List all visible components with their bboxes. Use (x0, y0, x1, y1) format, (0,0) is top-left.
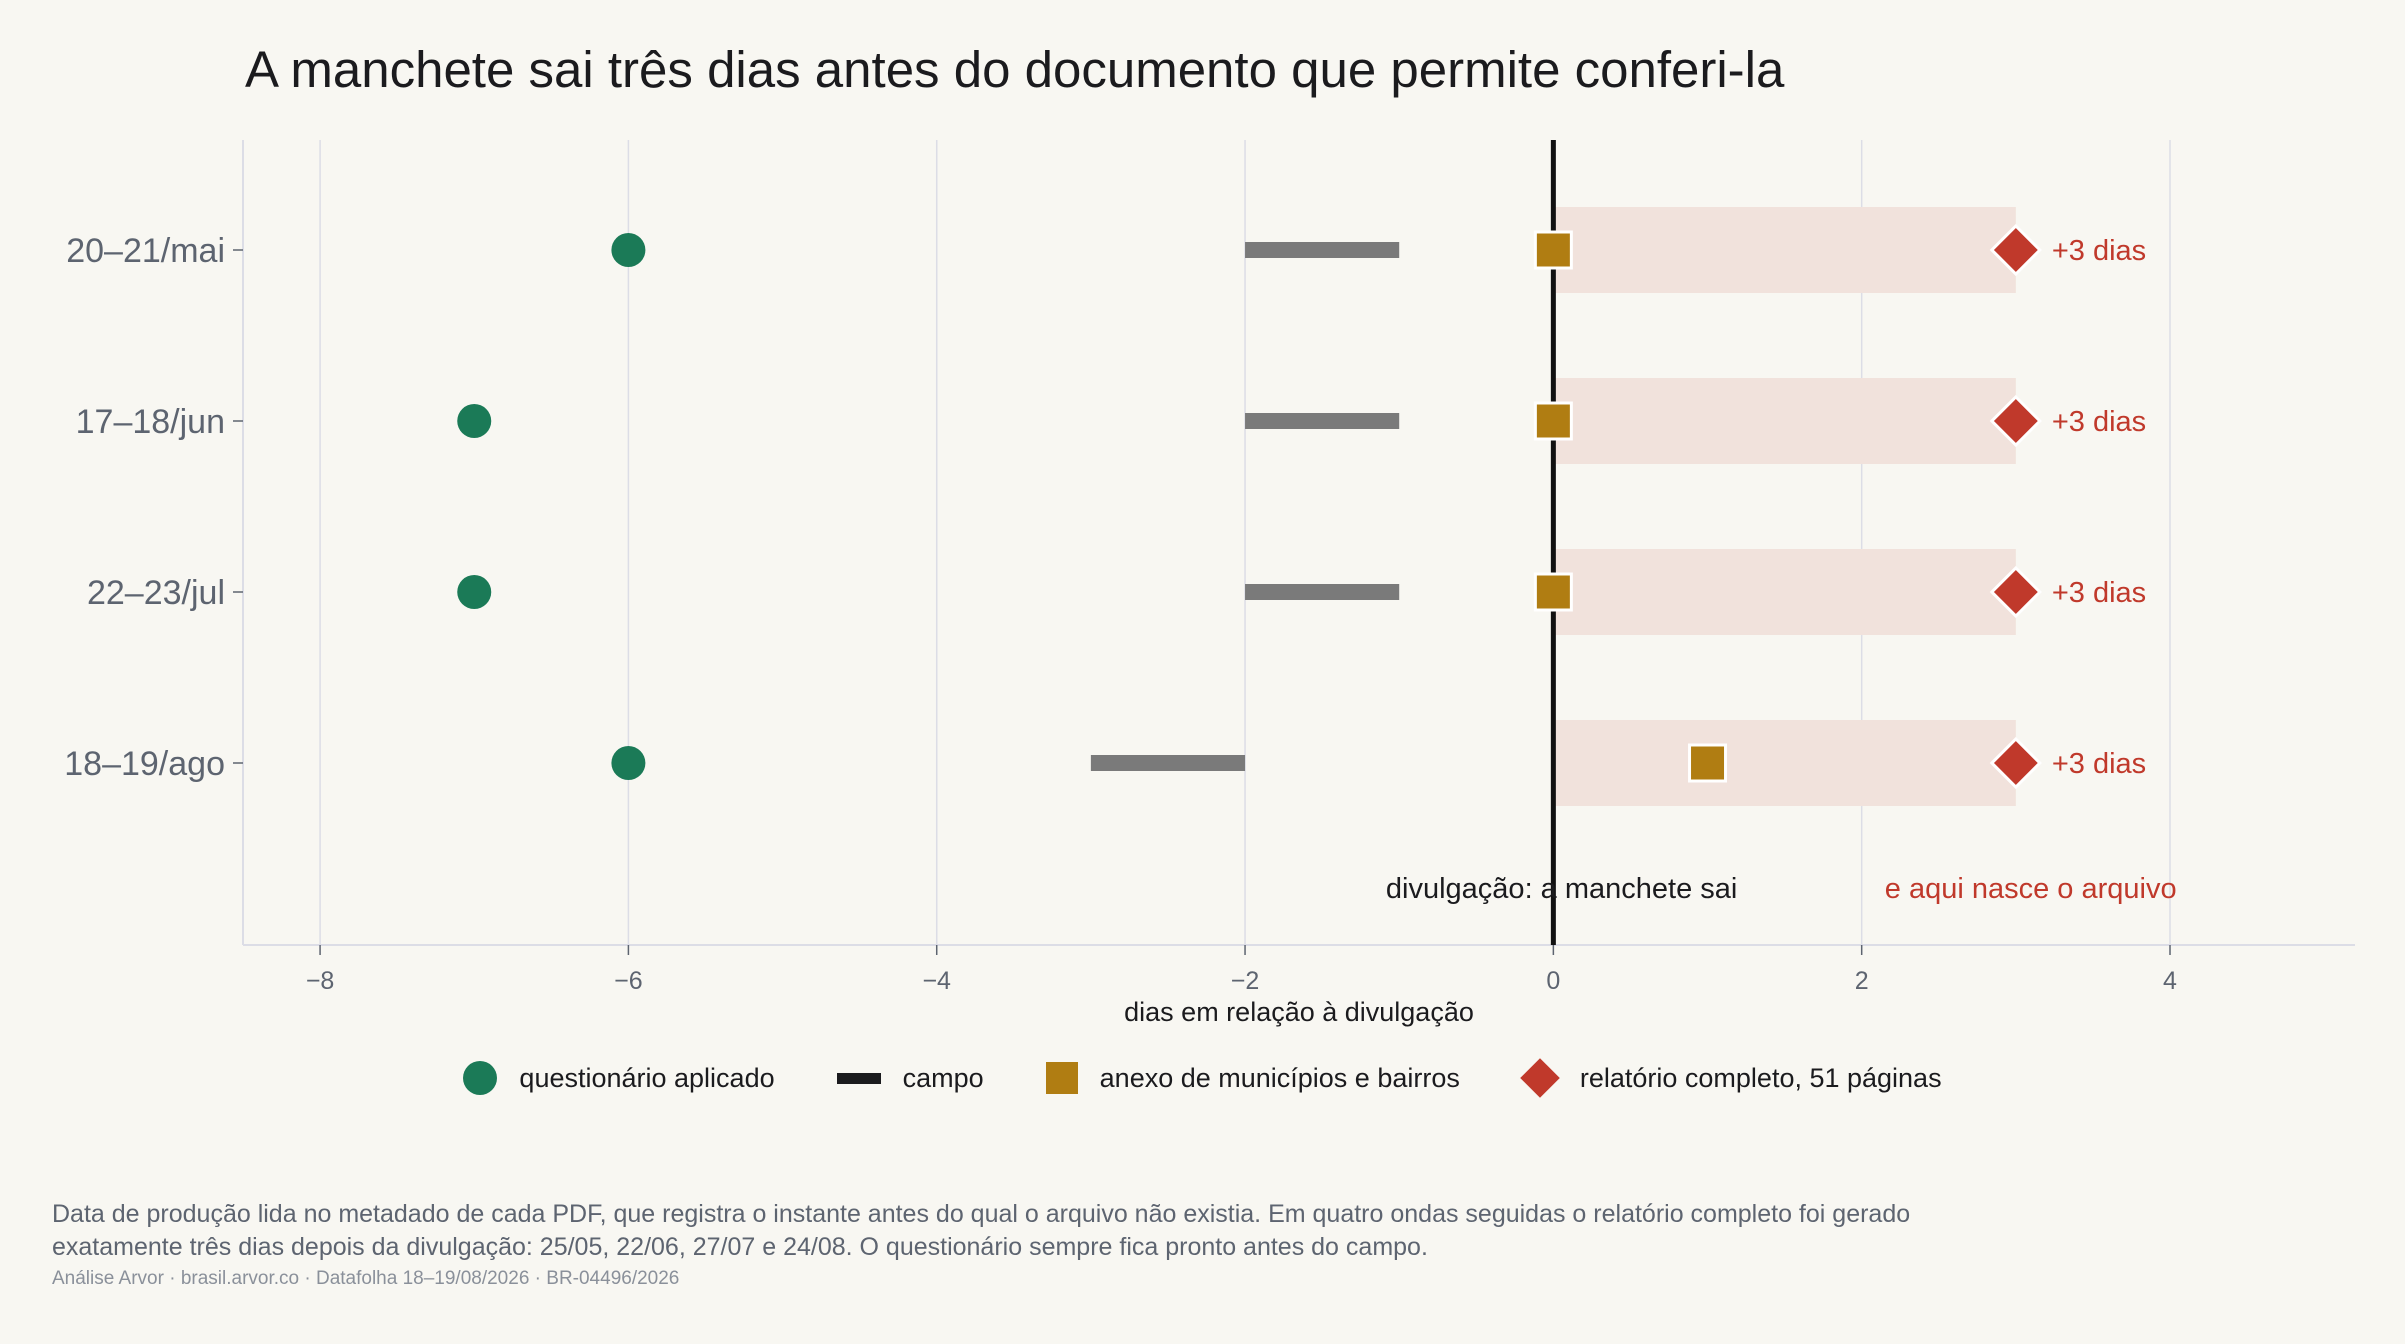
delay-span-3 (1553, 720, 2016, 806)
legend-label-anexo: anexo de municípios e bairros (1099, 1062, 1460, 1093)
questionario-point-3 (611, 746, 646, 780)
y-tick-label-3: 18–19/ago (64, 745, 225, 783)
footnote: Data de produção lida no metadado de cad… (52, 1200, 1911, 1261)
legend-diamond-icon (1520, 1058, 1560, 1098)
x-tick-label-2: −4 (922, 967, 951, 995)
legend-label-relatorio: relatório completo, 51 páginas (1579, 1062, 1942, 1093)
annotation-arquivo: e aqui nasce o arquivo (1885, 873, 2177, 905)
legend-label-campo: campo (902, 1062, 984, 1093)
campo-bar-3 (1090, 755, 1246, 771)
legend-bar-icon (836, 1072, 881, 1084)
chart-legend: questionário aplicado campo anexo de mun… (0, 1058, 2405, 1098)
delay-span-0 (1553, 207, 2016, 293)
x-tick-label-1: −6 (614, 967, 643, 995)
relatorio-point-1 (1989, 394, 2042, 448)
questionario-point-2 (457, 575, 492, 609)
delay-span-2 (1553, 549, 2016, 635)
anexo-point-3 (1688, 743, 1728, 783)
source-credit: Análise Arvor · brasil.arvor.co · Datafo… (52, 1268, 680, 1289)
campo-bar-2 (1245, 584, 1400, 600)
questionario-point-0 (611, 233, 646, 267)
delay-span-1 (1553, 378, 2016, 464)
x-axis-label: dias em relação à divulgação (1124, 997, 1474, 1027)
x-tick-label-5: 2 (1855, 967, 1869, 995)
relatorio-point-3 (1989, 736, 2042, 790)
legend-item-relatorio: relatório completo, 51 páginas (1520, 1058, 1942, 1098)
anexo-point-2 (1533, 572, 1573, 612)
relatorio-point-2 (1989, 565, 2042, 619)
x-tick-label-3: −2 (1231, 967, 1260, 995)
questionario-point-1 (457, 404, 492, 438)
legend-item-anexo: anexo de municípios e bairros (1045, 1062, 1460, 1094)
x-tick-label-4: 0 (1546, 967, 1560, 995)
x-tick-label-0: −8 (306, 967, 335, 995)
legend-circle-icon (463, 1061, 498, 1095)
anexo-point-0 (1533, 230, 1573, 270)
annotation-divulgacao: divulgação: a manchete sai (1386, 873, 1737, 905)
chart-plot: −8 −6 −4 −2 0 2 4 dias em relação à divulgação 2… (64, 140, 2355, 1027)
legend-label-questionario: questionário aplicado (519, 1062, 775, 1093)
relatorio-point-0 (1989, 223, 2042, 277)
legend-item-campo: campo (836, 1062, 984, 1094)
y-tick-label-1: 17–18/jun (76, 403, 225, 441)
anexo-point-1 (1533, 401, 1573, 441)
gap-label-1: +3 dias (2052, 406, 2146, 438)
y-tick-label-2: 22–23/jul (87, 574, 225, 612)
gap-label-2: +3 dias (2052, 577, 2146, 609)
legend-square-icon (1045, 1062, 1078, 1094)
chart-title: A manchete sai três dias antes do docume… (245, 41, 1785, 98)
x-tick-label-6: 4 (2163, 967, 2177, 995)
gap-label-0: +3 dias (2052, 235, 2146, 267)
y-tick-label-0: 20–21/mai (66, 232, 225, 270)
gap-label-3: +3 dias (2052, 748, 2146, 780)
campo-bar-0 (1245, 242, 1400, 258)
campo-bar-1 (1245, 413, 1400, 429)
legend-item-questionario: questionário aplicado (463, 1061, 775, 1095)
